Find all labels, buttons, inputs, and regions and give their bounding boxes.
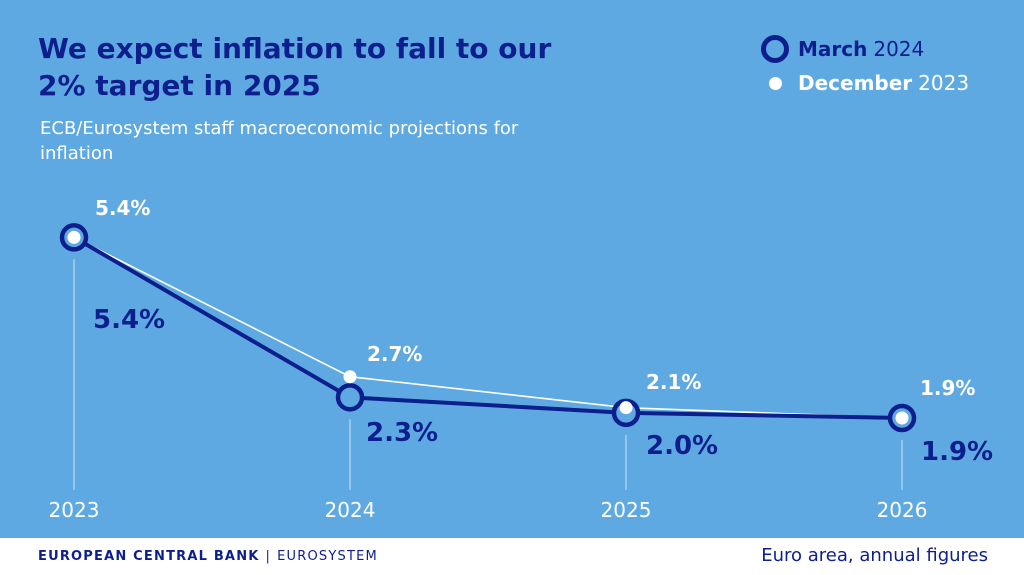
point-march-2024 [335, 383, 365, 412]
legend-year-march: 2024 [873, 37, 925, 61]
footer-eurosystem: EUROSYSTEM [277, 549, 378, 564]
footer-ecb: EUROPEAN CENTRAL BANK [38, 549, 260, 564]
legend-label-march: March [798, 37, 868, 61]
footer-logo: EUROPEAN CENTRAL BANK | EUROSYSTEM [38, 549, 378, 564]
data-label-march-2025: 2.0% [646, 431, 718, 461]
point-december-2023 [67, 230, 81, 244]
series-line-march-2024 [72, 235, 903, 420]
legend-item-december-2023: December 2023 [760, 66, 1000, 100]
x-tick-label-2023: 2023 [49, 498, 100, 522]
legend-item-march-2024: March 2024 [760, 32, 1000, 66]
ring-marker-icon [761, 35, 789, 63]
footer-separator: | [265, 549, 272, 564]
chart-title: We expect inflation to fall to our 2% ta… [38, 32, 552, 102]
chart-subtitle: ECB/Eurosystem staff macroeconomic proje… [40, 118, 519, 164]
data-label-march-2026: 1.9% [921, 437, 993, 467]
point-december-2024 [343, 370, 357, 384]
series-line-december-2023 [73, 236, 903, 419]
data-label-december-2023: 5.4% [95, 196, 150, 220]
legend-label-december: December [798, 71, 913, 95]
legend-year-december: 2023 [918, 71, 970, 95]
legend: March 2024 December 2023 [760, 32, 1000, 100]
data-label-december-2024: 2.7% [367, 342, 422, 366]
x-tick-label-2024: 2024 [325, 498, 376, 522]
footer-note: Euro area, annual figures [761, 545, 988, 566]
dot-marker-icon [768, 76, 782, 90]
data-label-march-2024: 2.3% [366, 418, 438, 448]
data-label-december-2025: 2.1% [646, 370, 701, 394]
data-label-december-2026: 1.9% [920, 376, 975, 400]
x-tick-label-2025: 2025 [601, 498, 652, 522]
x-tick-label-2026: 2026 [877, 498, 928, 522]
line-chart: 5.4% 2.7% 2.1% 1.9% 5.4% 2.3% 2.0% 1.9% 2023 2024… [49, 196, 994, 522]
chart-panel: We expect inflation to fall to our 2% ta… [0, 0, 1024, 538]
point-december-2025 [619, 401, 633, 415]
point-december-2026 [895, 411, 909, 425]
data-label-march-2023: 5.4% [93, 305, 165, 335]
